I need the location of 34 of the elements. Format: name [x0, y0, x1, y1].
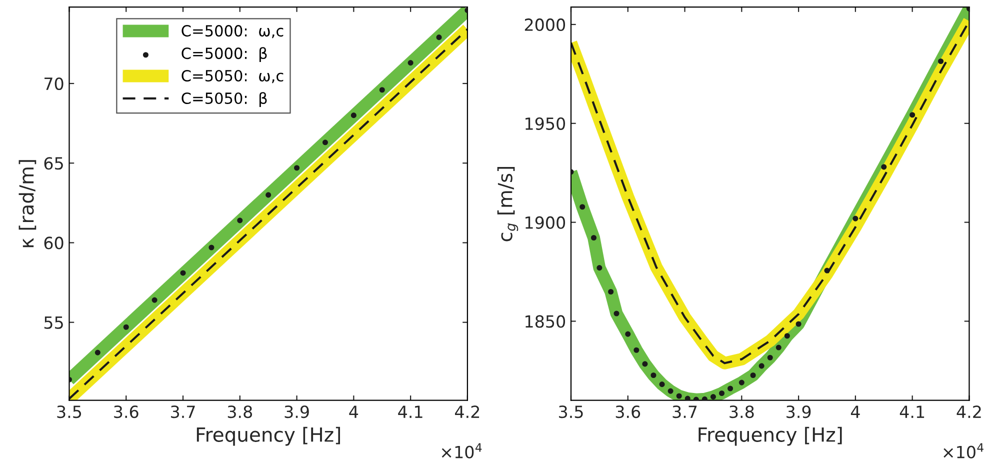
y-tick-label: 55 — [44, 316, 63, 329]
legend-label: C=5000: β — [182, 47, 267, 62]
x-tick-label: 3.7 — [672, 406, 697, 418]
y-tick-label: 1900 — [526, 216, 566, 229]
y-axis-title: κ [rad/m] — [18, 160, 36, 248]
legend-label: C=5050: β — [182, 92, 267, 107]
y-tick-label: 60 — [44, 236, 64, 250]
x-tick-label: 4.1 — [900, 406, 924, 418]
x-tick-label: 3.9 — [284, 406, 309, 418]
x-tick-label: 4.1 — [398, 406, 422, 418]
text: ×10$^{4}$ — [944, 443, 984, 458]
x-tick-label: 4.2 — [956, 406, 981, 418]
x-tick-label: 3.6 — [616, 406, 640, 418]
y-axis-title: c$_{g}$ [m/s] — [497, 166, 518, 242]
x-tick-label: 3.7 — [171, 406, 195, 418]
y-tick-label: 70 — [44, 77, 64, 90]
x-tick-label: 4 — [349, 406, 358, 418]
y-tick-label: 65 — [44, 157, 63, 170]
y-tick-label: 2000 — [524, 18, 566, 32]
x-tick-label: 4 — [850, 406, 860, 418]
legend-label: C=5000: ω,c — [182, 25, 284, 38]
y-tick-label: 1950 — [526, 117, 566, 130]
x-tick-label: 3.8 — [730, 406, 754, 418]
x-axis-title: Frequency [Hz] — [698, 426, 842, 446]
x-tick-label: 3.6 — [114, 406, 138, 418]
x-tick-label: 3.9 — [786, 406, 811, 418]
x-tick-label: 3.5 — [559, 406, 583, 418]
text: ×10$^{4}$ — [442, 443, 482, 458]
x-axis-title: Frequency [Hz] — [196, 426, 340, 446]
y-tick-label: 1850 — [526, 315, 566, 328]
legend-label: C=5050: ω,c — [182, 70, 284, 84]
x-tick-label: 4.2 — [455, 406, 480, 418]
x-tick-label: 3.5 — [57, 406, 82, 418]
x-tick-label: 3.8 — [228, 406, 252, 418]
